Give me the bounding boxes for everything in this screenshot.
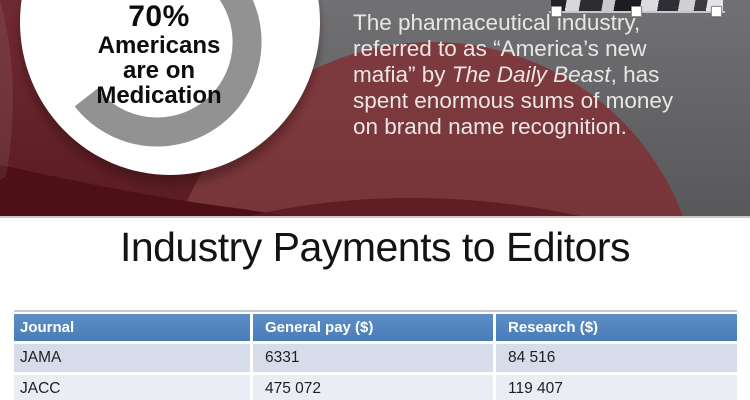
- paragraph-line: spent enormous sums of money: [353, 88, 674, 113]
- paragraph-line: The pharmaceutical industry,: [353, 10, 641, 35]
- table-row: JAMA 6331 84 516: [14, 344, 737, 372]
- paragraph-segment: , has: [610, 62, 660, 87]
- resize-handle-bottom-left[interactable]: [551, 6, 562, 17]
- payments-table: Journal General pay ($) Research ($) JAM…: [14, 310, 737, 400]
- paragraph-line: referred to as “America’s new: [353, 36, 647, 61]
- cell-research: 84 516: [496, 344, 737, 372]
- donut-arc: [74, 0, 262, 147]
- cell-research: 119 407: [496, 375, 737, 400]
- stat-line: are on: [122, 57, 196, 84]
- resize-handle-bottom-middle[interactable]: [631, 6, 642, 17]
- infographic-background: [0, 0, 750, 216]
- cell-journal: JAMA: [14, 344, 250, 372]
- paragraph-segment: mafia” by: [353, 62, 452, 87]
- medication-stat-text: 70% Americans are on Medication: [59, 0, 259, 109]
- publication-name: The Daily Beast: [451, 62, 611, 87]
- cell-general-pay: 475 072: [253, 375, 493, 400]
- table-row: JACC 475 072 119 407: [14, 375, 737, 400]
- cell-general-pay: 6331: [253, 344, 493, 372]
- stat-percent: 70%: [128, 0, 190, 33]
- pharma-paragraph: The pharmaceutical industry, referred to…: [353, 10, 745, 140]
- stat-line: Medication: [96, 82, 222, 109]
- paragraph-line: mafia” by The Daily Beast, has: [353, 62, 745, 88]
- page-title: Industry Payments to Editors: [119, 224, 631, 270]
- cell-journal: JACC: [14, 375, 250, 400]
- column-header-research: Research ($): [496, 314, 737, 341]
- resize-handle-bottom-right[interactable]: [711, 6, 722, 17]
- paragraph-line: on brand name recognition.: [353, 114, 627, 139]
- infographic-banner: 70% Americans are on Medication The phar…: [0, 0, 750, 218]
- table-header-row: Journal General pay ($) Research ($): [14, 314, 737, 341]
- stat-line: Americans: [97, 32, 221, 59]
- column-header-general-pay: General pay ($): [253, 314, 493, 341]
- column-header-journal: Journal: [14, 314, 250, 341]
